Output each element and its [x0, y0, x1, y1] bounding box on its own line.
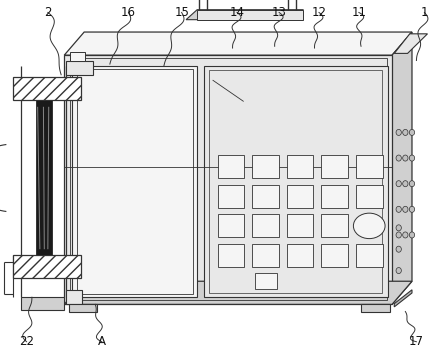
- Polygon shape: [392, 32, 412, 304]
- Polygon shape: [252, 155, 279, 178]
- Polygon shape: [394, 290, 412, 307]
- Text: 15: 15: [174, 6, 189, 19]
- Polygon shape: [287, 244, 314, 267]
- Polygon shape: [204, 66, 388, 297]
- Polygon shape: [64, 281, 412, 304]
- Text: 11: 11: [351, 6, 366, 19]
- Ellipse shape: [409, 232, 415, 238]
- Text: 14: 14: [229, 6, 245, 19]
- Ellipse shape: [396, 129, 401, 136]
- Polygon shape: [21, 297, 64, 310]
- Ellipse shape: [396, 225, 401, 231]
- Polygon shape: [356, 185, 383, 208]
- Ellipse shape: [396, 246, 401, 252]
- Text: 13: 13: [272, 6, 287, 19]
- Polygon shape: [218, 155, 245, 178]
- Text: 2: 2: [44, 6, 51, 19]
- Polygon shape: [13, 77, 81, 100]
- Polygon shape: [70, 52, 85, 61]
- Polygon shape: [252, 185, 279, 208]
- Polygon shape: [394, 34, 427, 53]
- Ellipse shape: [403, 232, 408, 238]
- Polygon shape: [66, 61, 93, 75]
- Ellipse shape: [403, 155, 408, 161]
- Ellipse shape: [396, 155, 401, 161]
- Text: 17: 17: [409, 335, 424, 348]
- Polygon shape: [64, 32, 412, 55]
- Text: 1: 1: [421, 6, 428, 19]
- Ellipse shape: [403, 180, 408, 187]
- Polygon shape: [218, 214, 245, 237]
- Polygon shape: [321, 244, 348, 267]
- Polygon shape: [356, 155, 383, 178]
- Ellipse shape: [396, 206, 401, 212]
- Text: 22: 22: [19, 335, 34, 348]
- Polygon shape: [72, 66, 197, 297]
- Ellipse shape: [396, 268, 401, 273]
- Polygon shape: [321, 214, 348, 237]
- Polygon shape: [287, 214, 314, 237]
- Text: A: A: [98, 335, 106, 348]
- Polygon shape: [218, 244, 245, 267]
- Ellipse shape: [409, 129, 415, 136]
- Ellipse shape: [403, 206, 408, 212]
- Ellipse shape: [409, 206, 415, 212]
- Polygon shape: [287, 155, 314, 178]
- Ellipse shape: [409, 155, 415, 161]
- Ellipse shape: [396, 180, 401, 187]
- Ellipse shape: [403, 129, 408, 136]
- Polygon shape: [254, 273, 276, 289]
- Polygon shape: [252, 214, 279, 237]
- Polygon shape: [361, 304, 390, 312]
- Polygon shape: [36, 100, 52, 255]
- Polygon shape: [186, 10, 303, 20]
- Text: 12: 12: [311, 6, 326, 19]
- Polygon shape: [64, 55, 392, 304]
- Polygon shape: [13, 255, 81, 278]
- Polygon shape: [287, 185, 314, 208]
- Polygon shape: [356, 244, 383, 267]
- Polygon shape: [66, 290, 82, 304]
- Polygon shape: [197, 10, 303, 20]
- Polygon shape: [321, 155, 348, 178]
- Ellipse shape: [396, 232, 401, 238]
- Polygon shape: [321, 185, 348, 208]
- Circle shape: [354, 213, 385, 239]
- Polygon shape: [69, 304, 97, 312]
- Polygon shape: [218, 185, 245, 208]
- Ellipse shape: [409, 180, 415, 187]
- Text: 16: 16: [121, 6, 136, 19]
- Polygon shape: [252, 244, 279, 267]
